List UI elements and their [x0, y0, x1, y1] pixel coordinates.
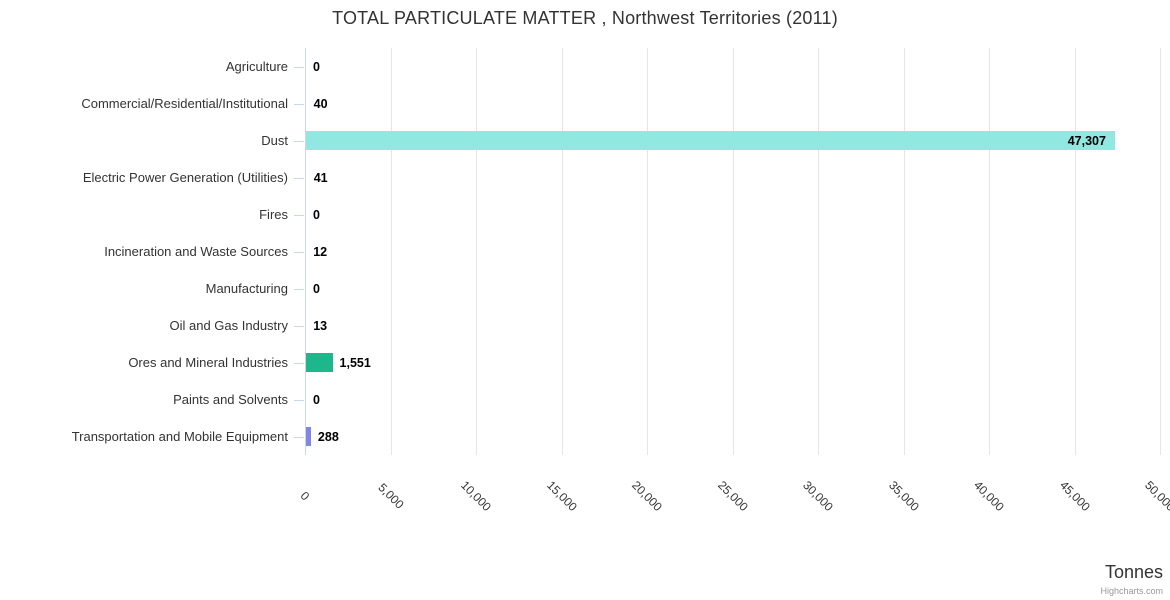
y-axis-tick — [294, 288, 304, 290]
chart-bar[interactable] — [306, 353, 333, 372]
gridline — [989, 48, 990, 455]
value-label: 0 — [313, 392, 320, 407]
value-label: 47,307 — [1067, 133, 1106, 148]
x-axis-tick-label: 50,000 — [1142, 478, 1170, 514]
y-axis-tick — [294, 251, 304, 253]
x-axis-tick-label: 15,000 — [543, 478, 580, 514]
y-axis-tick — [294, 399, 304, 401]
category-label: Electric Power Generation (Utilities) — [82, 169, 288, 185]
value-label: 0 — [313, 59, 320, 74]
category-label: Dust — [261, 132, 288, 148]
gridline — [818, 48, 819, 455]
value-label: 1,551 — [339, 355, 371, 370]
category-label: Transportation and Mobile Equipment — [71, 428, 288, 444]
x-axis-tick-label: 45,000 — [1056, 478, 1093, 514]
gridline — [903, 48, 905, 455]
y-axis-line — [305, 48, 306, 455]
gridline — [732, 48, 734, 455]
value-label: 0 — [313, 207, 320, 222]
category-label: Oil and Gas Industry — [169, 317, 289, 333]
category-label: Commercial/Residential/Institutional — [81, 95, 288, 111]
x-axis-tick-label: 30,000 — [800, 478, 836, 514]
x-axis-tick-label: 10,000 — [458, 478, 494, 514]
x-axis-title: Tonnes — [1104, 562, 1163, 582]
category-label: Incineration and Waste Sources — [104, 243, 288, 259]
gridline — [647, 48, 648, 455]
category-label: Agriculture — [225, 58, 288, 74]
x-axis-tick-label: 5,000 — [374, 480, 407, 512]
y-axis-tick — [294, 66, 304, 68]
value-label: 12 — [313, 244, 328, 259]
gridline — [390, 48, 392, 455]
value-label: 288 — [317, 429, 339, 444]
value-label: 40 — [313, 96, 328, 111]
gridline — [561, 48, 563, 455]
value-label: 41 — [313, 170, 328, 185]
y-axis-tick — [294, 140, 304, 142]
value-label: 0 — [313, 281, 320, 296]
gridline — [1160, 48, 1161, 455]
x-axis-tick-label: 20,000 — [629, 478, 665, 514]
chart-bar[interactable] — [306, 131, 1115, 150]
highcharts-credit-link[interactable]: Highcharts.com — [1100, 586, 1163, 596]
category-label: Manufacturing — [205, 280, 288, 296]
value-label: 13 — [313, 318, 328, 333]
y-axis-tick — [294, 325, 304, 327]
gridline — [476, 48, 477, 455]
x-axis-tick-label: 0 — [297, 488, 313, 504]
y-axis-tick — [294, 177, 304, 179]
category-label: Ores and Mineral Industries — [128, 354, 288, 370]
y-axis-tick — [294, 214, 304, 216]
y-axis-tick — [294, 436, 304, 438]
x-axis-tick-label: 40,000 — [971, 478, 1007, 514]
x-axis-tick-label: 35,000 — [885, 478, 922, 514]
y-axis-tick — [294, 103, 304, 105]
gridline — [1074, 48, 1076, 455]
y-axis-tick — [294, 362, 304, 364]
chart-title: TOTAL PARTICULATE MATTER , Northwest Ter… — [332, 8, 838, 28]
category-label: Fires — [259, 206, 288, 222]
chart-bar[interactable] — [306, 427, 311, 446]
x-axis-tick-label: 25,000 — [714, 478, 751, 514]
category-label: Paints and Solvents — [173, 391, 288, 407]
